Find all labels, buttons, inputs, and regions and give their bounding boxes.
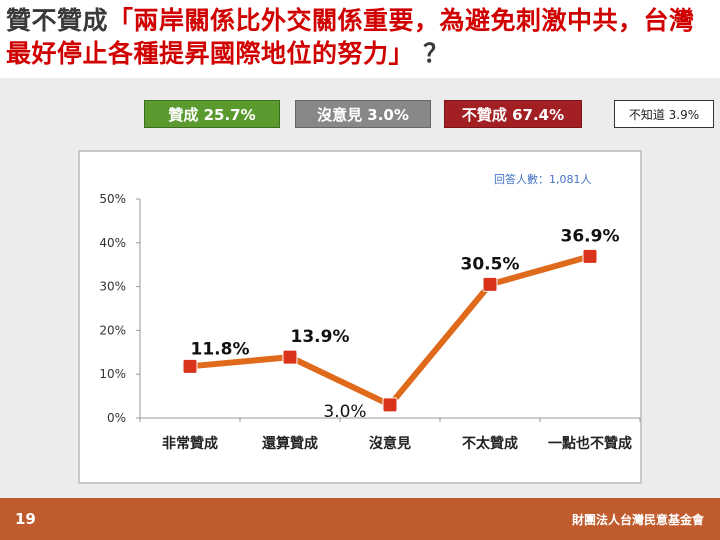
y-tick-label: 30% (99, 280, 126, 294)
y-tick-label: 10% (99, 367, 126, 381)
page-number: 19 (15, 510, 36, 528)
series-line (189, 253, 591, 408)
footer-bar: 19 財團法人台灣民意基金會 (0, 498, 720, 540)
title-quote: 「兩岸關係比外交關係重要，為避免刺激中共，台灣最好停止各種提昇國際地位的努力」 (6, 6, 695, 68)
x-tick-label: 沒意見 (369, 435, 411, 452)
data-point (182, 358, 198, 374)
y-tick-label: 20% (99, 323, 126, 337)
chart-panel (78, 150, 642, 484)
data-label: 11.8% (191, 339, 250, 359)
x-tick-label: 不太贊成 (462, 435, 518, 452)
disagree-summary-box: 不贊成 67.4% (444, 100, 582, 128)
x-tick-label: 一點也不贊成 (548, 435, 632, 452)
data-point (282, 349, 298, 365)
data-label: 3.0% (323, 402, 366, 422)
data-label: 13.9% (291, 327, 350, 347)
y-tick-label: 0% (107, 411, 126, 425)
y-tick-label: 50% (99, 192, 126, 206)
title-suffix: ？ (423, 39, 449, 68)
data-label: 36.9% (561, 226, 620, 246)
neutral-summary-box: 沒意見 3.0% (295, 100, 431, 128)
x-tick-label: 還算贊成 (262, 435, 318, 452)
unknown-summary-box: 不知道 3.9% (614, 100, 714, 128)
data-point (382, 397, 398, 413)
slide-title: 贊不贊成「兩岸關係比外交關係重要，為避免刺激中共，台灣最好停止各種提昇國際地位的… (6, 4, 712, 70)
y-tick-label: 40% (99, 236, 126, 250)
agree-summary-box: 贊成 25.7% (144, 100, 280, 128)
title-area: 贊不贊成「兩岸關係比外交關係重要，為避免刺激中共，台灣最好停止各種提昇國際地位的… (0, 0, 720, 78)
x-tick-label: 非常贊成 (162, 435, 218, 452)
data-point (582, 248, 598, 264)
title-prefix: 贊不贊成 (6, 6, 109, 35)
data-label: 30.5% (461, 254, 520, 274)
organization-name: 財團法人台灣民意基金會 (571, 513, 704, 527)
sample-size-note: 回答人數：1,081人 (494, 173, 592, 186)
data-point (482, 276, 498, 292)
